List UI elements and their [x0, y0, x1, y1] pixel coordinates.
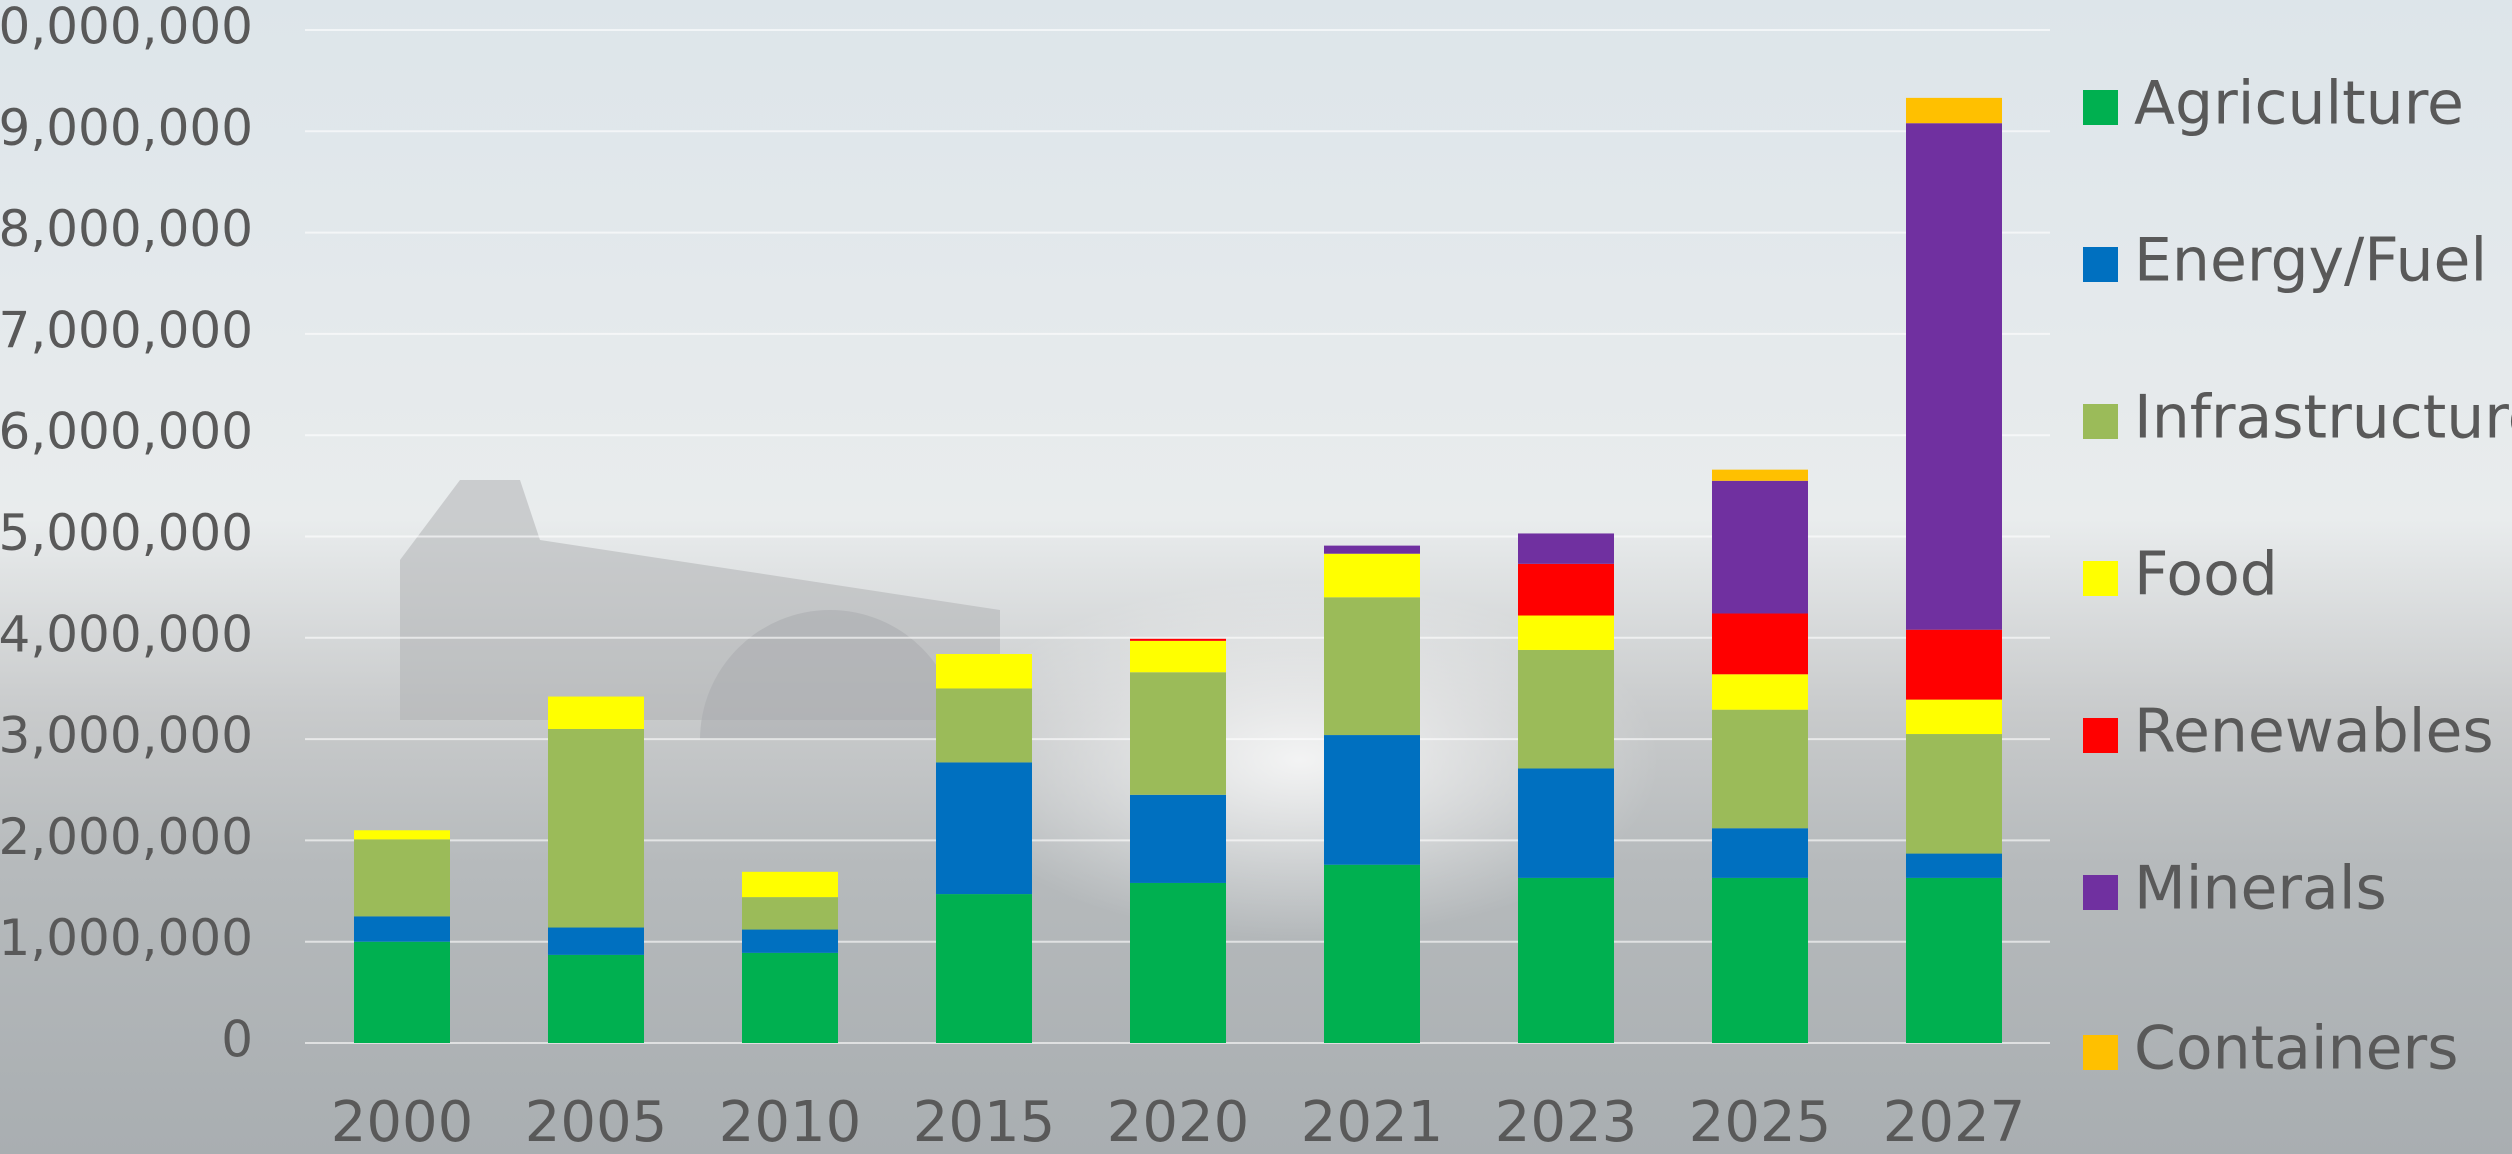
legend-label: Renewables [2134, 697, 2494, 767]
bar-segment [1906, 734, 2002, 854]
bar-segment [1130, 794, 1226, 883]
legend-label: Agriculture [2134, 69, 2464, 139]
bar-segment [742, 952, 838, 1043]
bar-segment [548, 954, 644, 1043]
bar-segment [742, 871, 838, 898]
bar-segment [1130, 672, 1226, 795]
bar-segment [1906, 853, 2002, 878]
y-tick-label: 1,000,000 [0, 909, 253, 967]
bar-segment [1518, 563, 1614, 616]
background-dome [700, 610, 960, 740]
legend-swatch [2083, 875, 2118, 910]
bar-segment [742, 897, 838, 930]
bar-segment [1518, 615, 1614, 650]
legend-label: Food [2134, 540, 2278, 610]
bar-segment [548, 728, 644, 928]
bar-segment [1324, 597, 1420, 736]
bar-segment [1130, 640, 1226, 673]
y-tick-label: 7,000,000 [0, 301, 253, 359]
bar-segment [1324, 553, 1420, 598]
x-tick-label: 2025 [1689, 1090, 1832, 1154]
y-tick-label: 10,000,000 [0, 0, 253, 56]
bar-segment [1518, 649, 1614, 769]
bar-segment [936, 894, 1032, 1043]
y-tick-label: 4,000,000 [0, 605, 253, 663]
legend-swatch [2083, 718, 2118, 753]
y-tick-label: 8,000,000 [0, 200, 253, 258]
legend-label: Infrastructure [2134, 383, 2512, 453]
y-tick-label: 0 [221, 1011, 253, 1069]
bar-segment [936, 688, 1032, 763]
x-tick-label: 2020 [1107, 1090, 1250, 1154]
bar-segment [548, 927, 644, 955]
legend-swatch [2083, 247, 2118, 282]
legend-swatch [2083, 561, 2118, 596]
y-tick-label: 2,000,000 [0, 808, 253, 866]
bar-segment [1518, 768, 1614, 878]
legend-swatch [2083, 90, 2118, 125]
legend-label: Energy/Fuel [2134, 226, 2487, 296]
bar-segment [1906, 97, 2002, 124]
x-tick-label: 2010 [719, 1090, 862, 1154]
bar-segment [1712, 877, 1808, 1043]
bar-segment [1906, 877, 2002, 1043]
legend-swatch [2083, 1035, 2118, 1070]
bar-segment [1712, 828, 1808, 878]
bar-segment [936, 762, 1032, 895]
bar-segment [1906, 699, 2002, 735]
bar-segment [354, 941, 450, 1043]
x-tick-label: 2015 [913, 1090, 1056, 1154]
bar-segment [354, 830, 450, 840]
bar-segment [1324, 864, 1420, 1043]
legend-swatch [2083, 404, 2118, 439]
bar-segment [548, 696, 644, 729]
y-tick-label: 6,000,000 [0, 403, 253, 461]
y-tick-label: 9,000,000 [0, 99, 253, 157]
bar-segment [1130, 638, 1226, 641]
bar-segment [1712, 709, 1808, 829]
bar-segment [1906, 123, 2002, 630]
x-tick-label: 2021 [1301, 1090, 1444, 1154]
bar-segment [1518, 533, 1614, 564]
bar-segment [1712, 469, 1808, 481]
bar-segment [742, 929, 838, 953]
x-tick-label: 2000 [331, 1090, 474, 1154]
bar-segment [1906, 629, 2002, 700]
bar-segment [1712, 613, 1808, 675]
bar-segment [936, 654, 1032, 689]
legend-label: Minerals [2134, 854, 2387, 924]
bar-segment [1324, 545, 1420, 554]
legend-label: Containers [2134, 1014, 2458, 1084]
x-tick-label: 2005 [525, 1090, 668, 1154]
bar-segment [1712, 674, 1808, 710]
bar-segment [354, 916, 450, 942]
bar-segment [354, 839, 450, 917]
bar-segment [1518, 877, 1614, 1043]
bar-segment [1712, 480, 1808, 614]
bar-segment [1130, 882, 1226, 1043]
bar-segment [1324, 735, 1420, 865]
x-tick-label: 2023 [1495, 1090, 1638, 1154]
x-tick-label: 2027 [1883, 1090, 2026, 1154]
y-tick-label: 3,000,000 [0, 707, 253, 765]
y-tick-label: 5,000,000 [0, 504, 253, 562]
